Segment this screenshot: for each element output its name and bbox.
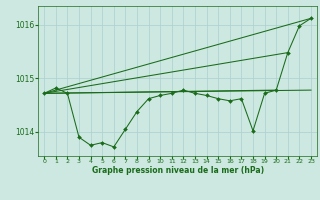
X-axis label: Graphe pression niveau de la mer (hPa): Graphe pression niveau de la mer (hPa)	[92, 166, 264, 175]
